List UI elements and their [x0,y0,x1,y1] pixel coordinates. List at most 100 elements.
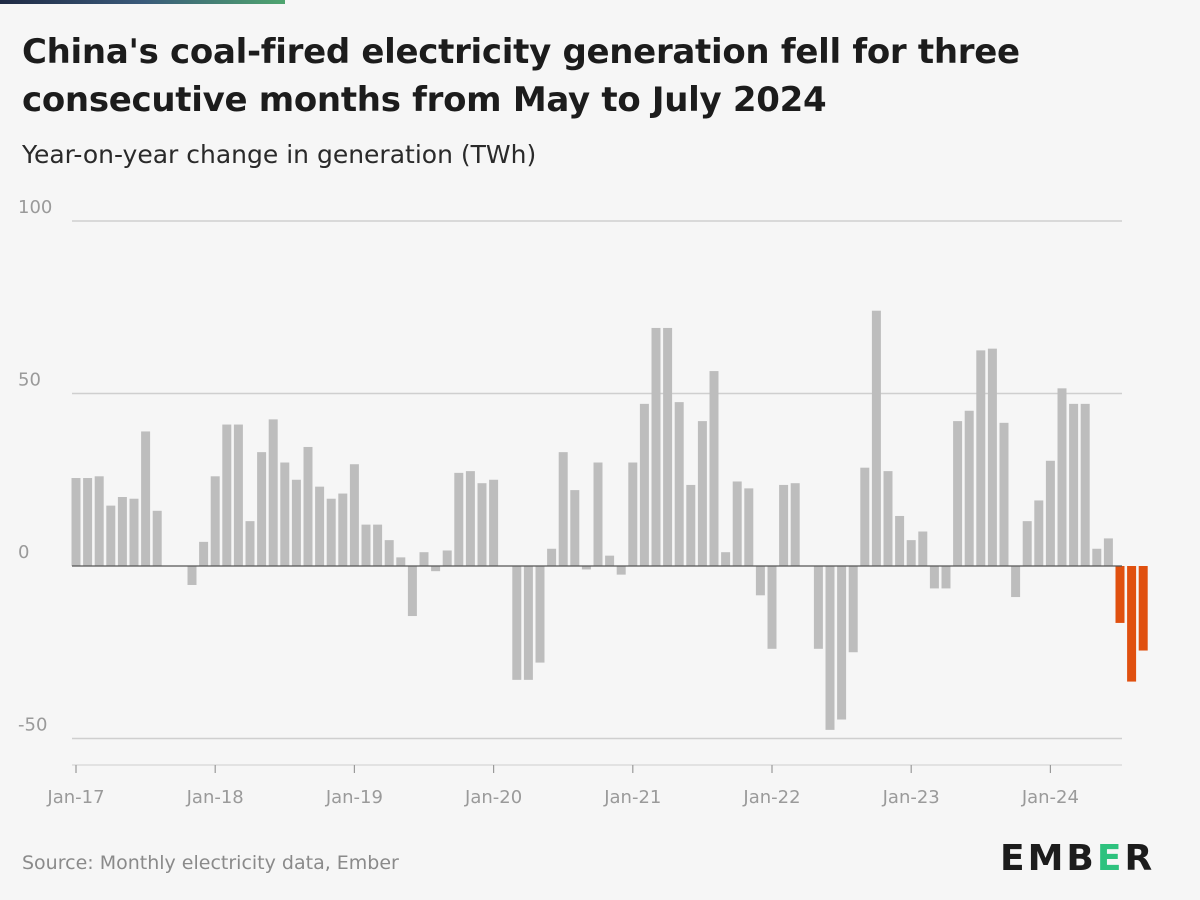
y-tick-label: 100 [18,197,52,218]
bar [222,424,232,566]
bar [953,421,963,566]
bar [790,483,800,566]
bar [233,424,243,566]
bar [373,524,383,566]
bar [106,505,116,566]
bar [871,310,881,566]
bar [570,490,580,566]
bar [616,566,626,575]
bar [141,431,151,566]
bar [152,510,162,566]
bar-chart: 100 50 0 -50 Jan-17 Jan-18 Jan-19 Jan-20 Jan-21… [18,197,1148,808]
y-tick-label: 50 [18,370,41,391]
bar [489,479,499,566]
bar [918,531,928,566]
bar [1115,566,1125,623]
bar [1103,538,1113,566]
bar [860,467,870,566]
x-tick-label: Jan-21 [603,787,661,808]
bar [813,566,823,649]
x-tick-label: Jan-20 [464,787,522,808]
bar [1057,388,1067,566]
top-accent-bar [0,0,285,4]
bar [1034,500,1044,566]
x-axis: Jan-17 Jan-18 Jan-19 Jan-20 Jan-21 Jan-22 Jan-… [46,565,1122,808]
logo-text: EMBER [1000,838,1156,879]
bar [442,550,452,566]
bar [535,566,545,663]
x-tick-label: Jan-19 [325,787,383,808]
bar [976,350,986,566]
bar [941,566,951,589]
bar [407,566,417,617]
bar [326,498,336,566]
bar [732,481,742,566]
x-tick-label: Jan-24 [1021,787,1079,808]
bar [744,488,754,566]
x-tick-label: Jan-23 [882,787,940,808]
source-note: Source: Monthly electricity data, Ember [22,852,399,874]
x-tick-label: Jan-22 [742,787,800,808]
bar [1092,548,1102,566]
bar [593,462,603,566]
bar [1011,566,1021,598]
bar [454,472,464,566]
bar [697,421,707,566]
bar [71,478,81,566]
bar [987,348,997,566]
bar [268,419,278,566]
chart-title: China's coal-fired electricity generatio… [22,32,1020,120]
bar [709,371,719,566]
bar [291,479,301,566]
bar [1127,566,1137,682]
ember-logo: EMBER [1000,838,1155,879]
bar [361,524,371,566]
bar [117,497,127,566]
bar [721,552,731,566]
x-tick-label: Jan-17 [46,787,104,808]
bar [396,557,406,566]
bar [465,471,475,566]
bar [187,566,197,585]
y-tick-label: -50 [18,715,47,736]
bar [1022,521,1032,566]
bar [315,486,325,566]
bar [639,403,649,566]
bar [431,566,441,572]
bar [419,552,429,566]
bar [663,327,673,566]
bar [303,446,313,566]
x-tick-label: Jan-18 [186,787,244,808]
bar [999,422,1009,566]
bar [929,566,939,589]
bar [129,498,139,566]
bar [883,471,893,566]
bar [964,410,974,566]
bar [779,484,789,566]
bar [547,548,557,566]
grid-layer: 100 50 0 -50 [18,197,1122,740]
bar [848,566,858,653]
bar [384,540,394,566]
bar [83,478,93,566]
bar [686,484,696,566]
bar [338,493,348,566]
bar [1069,403,1079,566]
bar [349,464,359,566]
bar [210,476,220,566]
bar [94,476,104,566]
bar [280,462,290,566]
chart-subtitle: Year-on-year change in generation (TWh) [22,140,537,169]
bar [1080,403,1090,566]
bar-layer [71,310,1148,730]
bar [581,566,591,570]
bar [512,566,522,680]
bar [605,555,615,566]
bar [245,521,255,566]
bar [523,566,533,680]
bar [674,402,684,566]
bar [558,452,568,566]
bar [906,540,916,566]
bar [257,452,267,566]
bar [651,327,661,566]
